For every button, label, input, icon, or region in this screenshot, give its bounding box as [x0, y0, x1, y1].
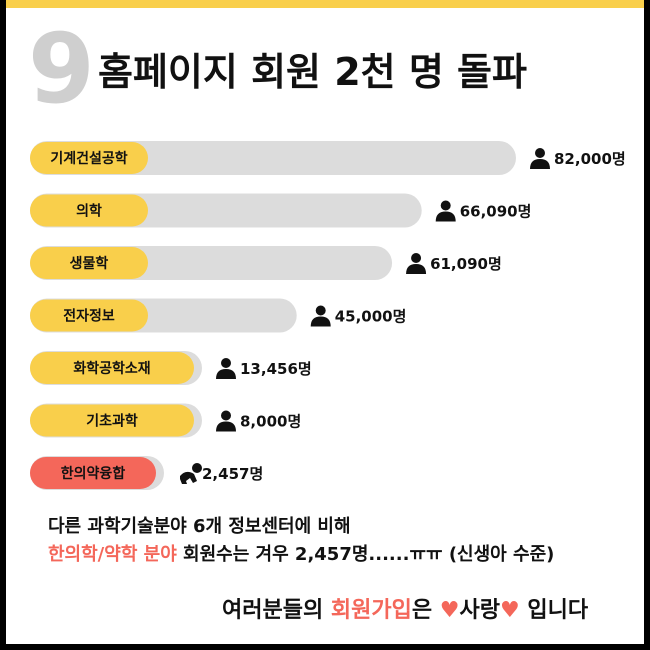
category-pill — [30, 299, 148, 332]
icon-body — [406, 264, 427, 274]
person-icon — [310, 305, 331, 327]
category-label: 의학 — [76, 203, 102, 220]
value-label: 2,457명 — [202, 465, 263, 483]
closing-mid: 은 — [411, 598, 440, 623]
category-label: 한의약융합 — [61, 465, 126, 482]
person-icon — [530, 148, 550, 169]
bar-row: 기초과학 8,000명 — [30, 403, 301, 438]
bar-row: 의학 66,090명 — [30, 193, 532, 228]
icon-body — [310, 316, 331, 327]
closing-post: 입니다 — [519, 598, 589, 623]
person-icon — [216, 410, 236, 432]
icon-head — [221, 410, 231, 421]
category-pill — [30, 142, 148, 174]
icon-head — [411, 253, 422, 263]
value-label: 61,090명 — [430, 255, 502, 273]
value-label: 45,000명 — [335, 308, 407, 326]
person-icon — [435, 200, 456, 222]
icon-head — [440, 200, 451, 211]
baby-crawling-icon — [180, 463, 202, 484]
category-label: 기초과학 — [86, 414, 138, 430]
icon-body — [180, 471, 197, 484]
category-pill — [30, 352, 194, 384]
footer-detail-text: 한의학/약학 분야 회원수는 겨우 2,457명......ㅠㅠ (신생아 수준… — [48, 544, 554, 566]
closing-love: 사랑 — [459, 598, 500, 623]
icon-body — [435, 211, 456, 222]
icon-body — [216, 369, 236, 379]
category-pill — [30, 194, 148, 227]
bar — [30, 141, 516, 175]
bar-row: 전자정보 45,000명 — [30, 298, 407, 333]
value-label: 8,000명 — [240, 413, 301, 431]
bar-row: 생물학 61,090명 — [30, 246, 502, 280]
closing-message: 여러분들의 회원가입은 ♥사랑♥ 입니다 — [222, 598, 588, 624]
icon-body — [530, 159, 550, 169]
category-label: 생물학 — [70, 256, 109, 272]
person-icon — [216, 358, 236, 379]
category-pill — [30, 404, 194, 437]
person-icon — [406, 253, 427, 274]
bar-row: 기계건설공학 82,000명 — [30, 141, 626, 175]
value-label: 13,456명 — [240, 360, 312, 378]
category-pill — [30, 247, 148, 279]
closing-signup: 회원가입 — [330, 598, 412, 623]
category-label: 화학공학소재 — [73, 361, 150, 377]
section-number: 9 — [28, 13, 95, 125]
icon-head — [535, 148, 545, 158]
value-label: 66,090명 — [460, 203, 532, 221]
footer-highlight-text: 한의학/약학 분야 — [48, 544, 177, 565]
icon-body — [216, 421, 236, 432]
heart-icon: ♥ — [439, 598, 460, 623]
bar-row: 한의약융합 2,457명 — [30, 456, 263, 490]
top-accent-bar — [6, 0, 644, 8]
category-label: 기계건설공학 — [50, 150, 127, 167]
category-pill — [30, 457, 156, 489]
page-title: 홈페이지 회원 2천 명 돌파 — [98, 50, 527, 94]
bar-row: 화학공학소재 13,456명 — [30, 351, 312, 385]
value-label: 82,000명 — [554, 150, 626, 168]
icon-head — [315, 305, 326, 316]
category-label: 전자정보 — [63, 308, 115, 325]
footer-count-text: 회원수는 겨우 2,457명......ㅠㅠ (신생아 수준) — [176, 544, 555, 565]
icon-head — [192, 463, 202, 473]
footer-comparison-text: 다른 과학기술분야 6개 정보센터에 비해 — [48, 516, 351, 537]
heart-icon: ♥ — [499, 598, 520, 623]
closing-pre: 여러분들의 — [222, 598, 331, 623]
icon-head — [221, 358, 231, 368]
